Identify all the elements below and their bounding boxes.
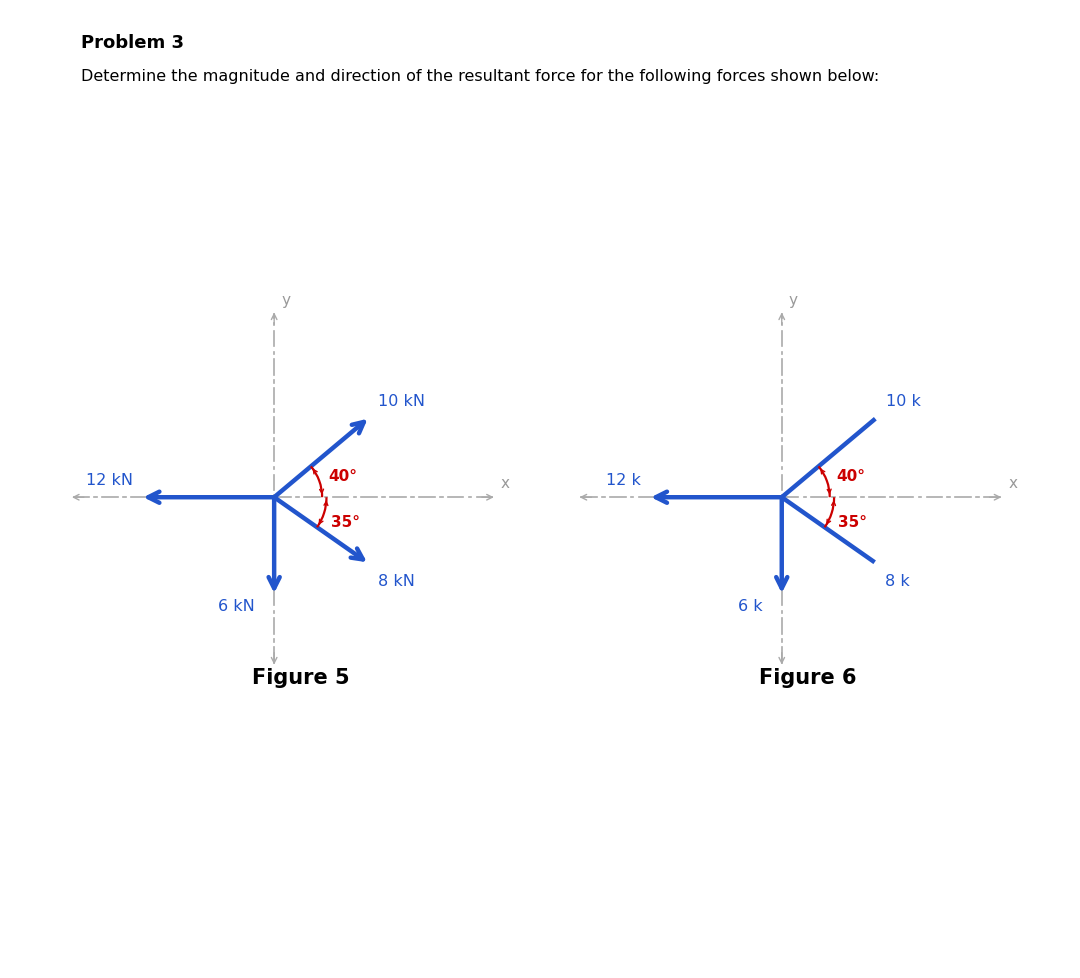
Text: 35°: 35°	[330, 514, 360, 530]
Text: 35°: 35°	[838, 514, 867, 530]
Text: 6 k: 6 k	[738, 598, 762, 613]
Text: 40°: 40°	[328, 468, 357, 483]
Text: x: x	[501, 475, 510, 491]
Text: 12 k: 12 k	[606, 472, 640, 487]
Text: 12 kN: 12 kN	[85, 472, 133, 487]
Text: 8 kN: 8 kN	[378, 573, 415, 588]
Text: y: y	[788, 292, 798, 308]
Text: Figure 6: Figure 6	[759, 668, 856, 688]
Text: 10 kN: 10 kN	[378, 394, 426, 409]
Text: x: x	[1009, 475, 1017, 491]
Text: Determine the magnitude and direction of the resultant force for the following f: Determine the magnitude and direction of…	[81, 68, 879, 83]
Text: 6 kN: 6 kN	[218, 598, 255, 613]
Text: 10 k: 10 k	[886, 394, 920, 409]
Text: y: y	[281, 292, 291, 308]
Text: 40°: 40°	[836, 468, 865, 483]
Text: 8 k: 8 k	[886, 573, 909, 588]
Text: Figure 5: Figure 5	[252, 668, 349, 688]
Text: Problem 3: Problem 3	[81, 34, 184, 52]
